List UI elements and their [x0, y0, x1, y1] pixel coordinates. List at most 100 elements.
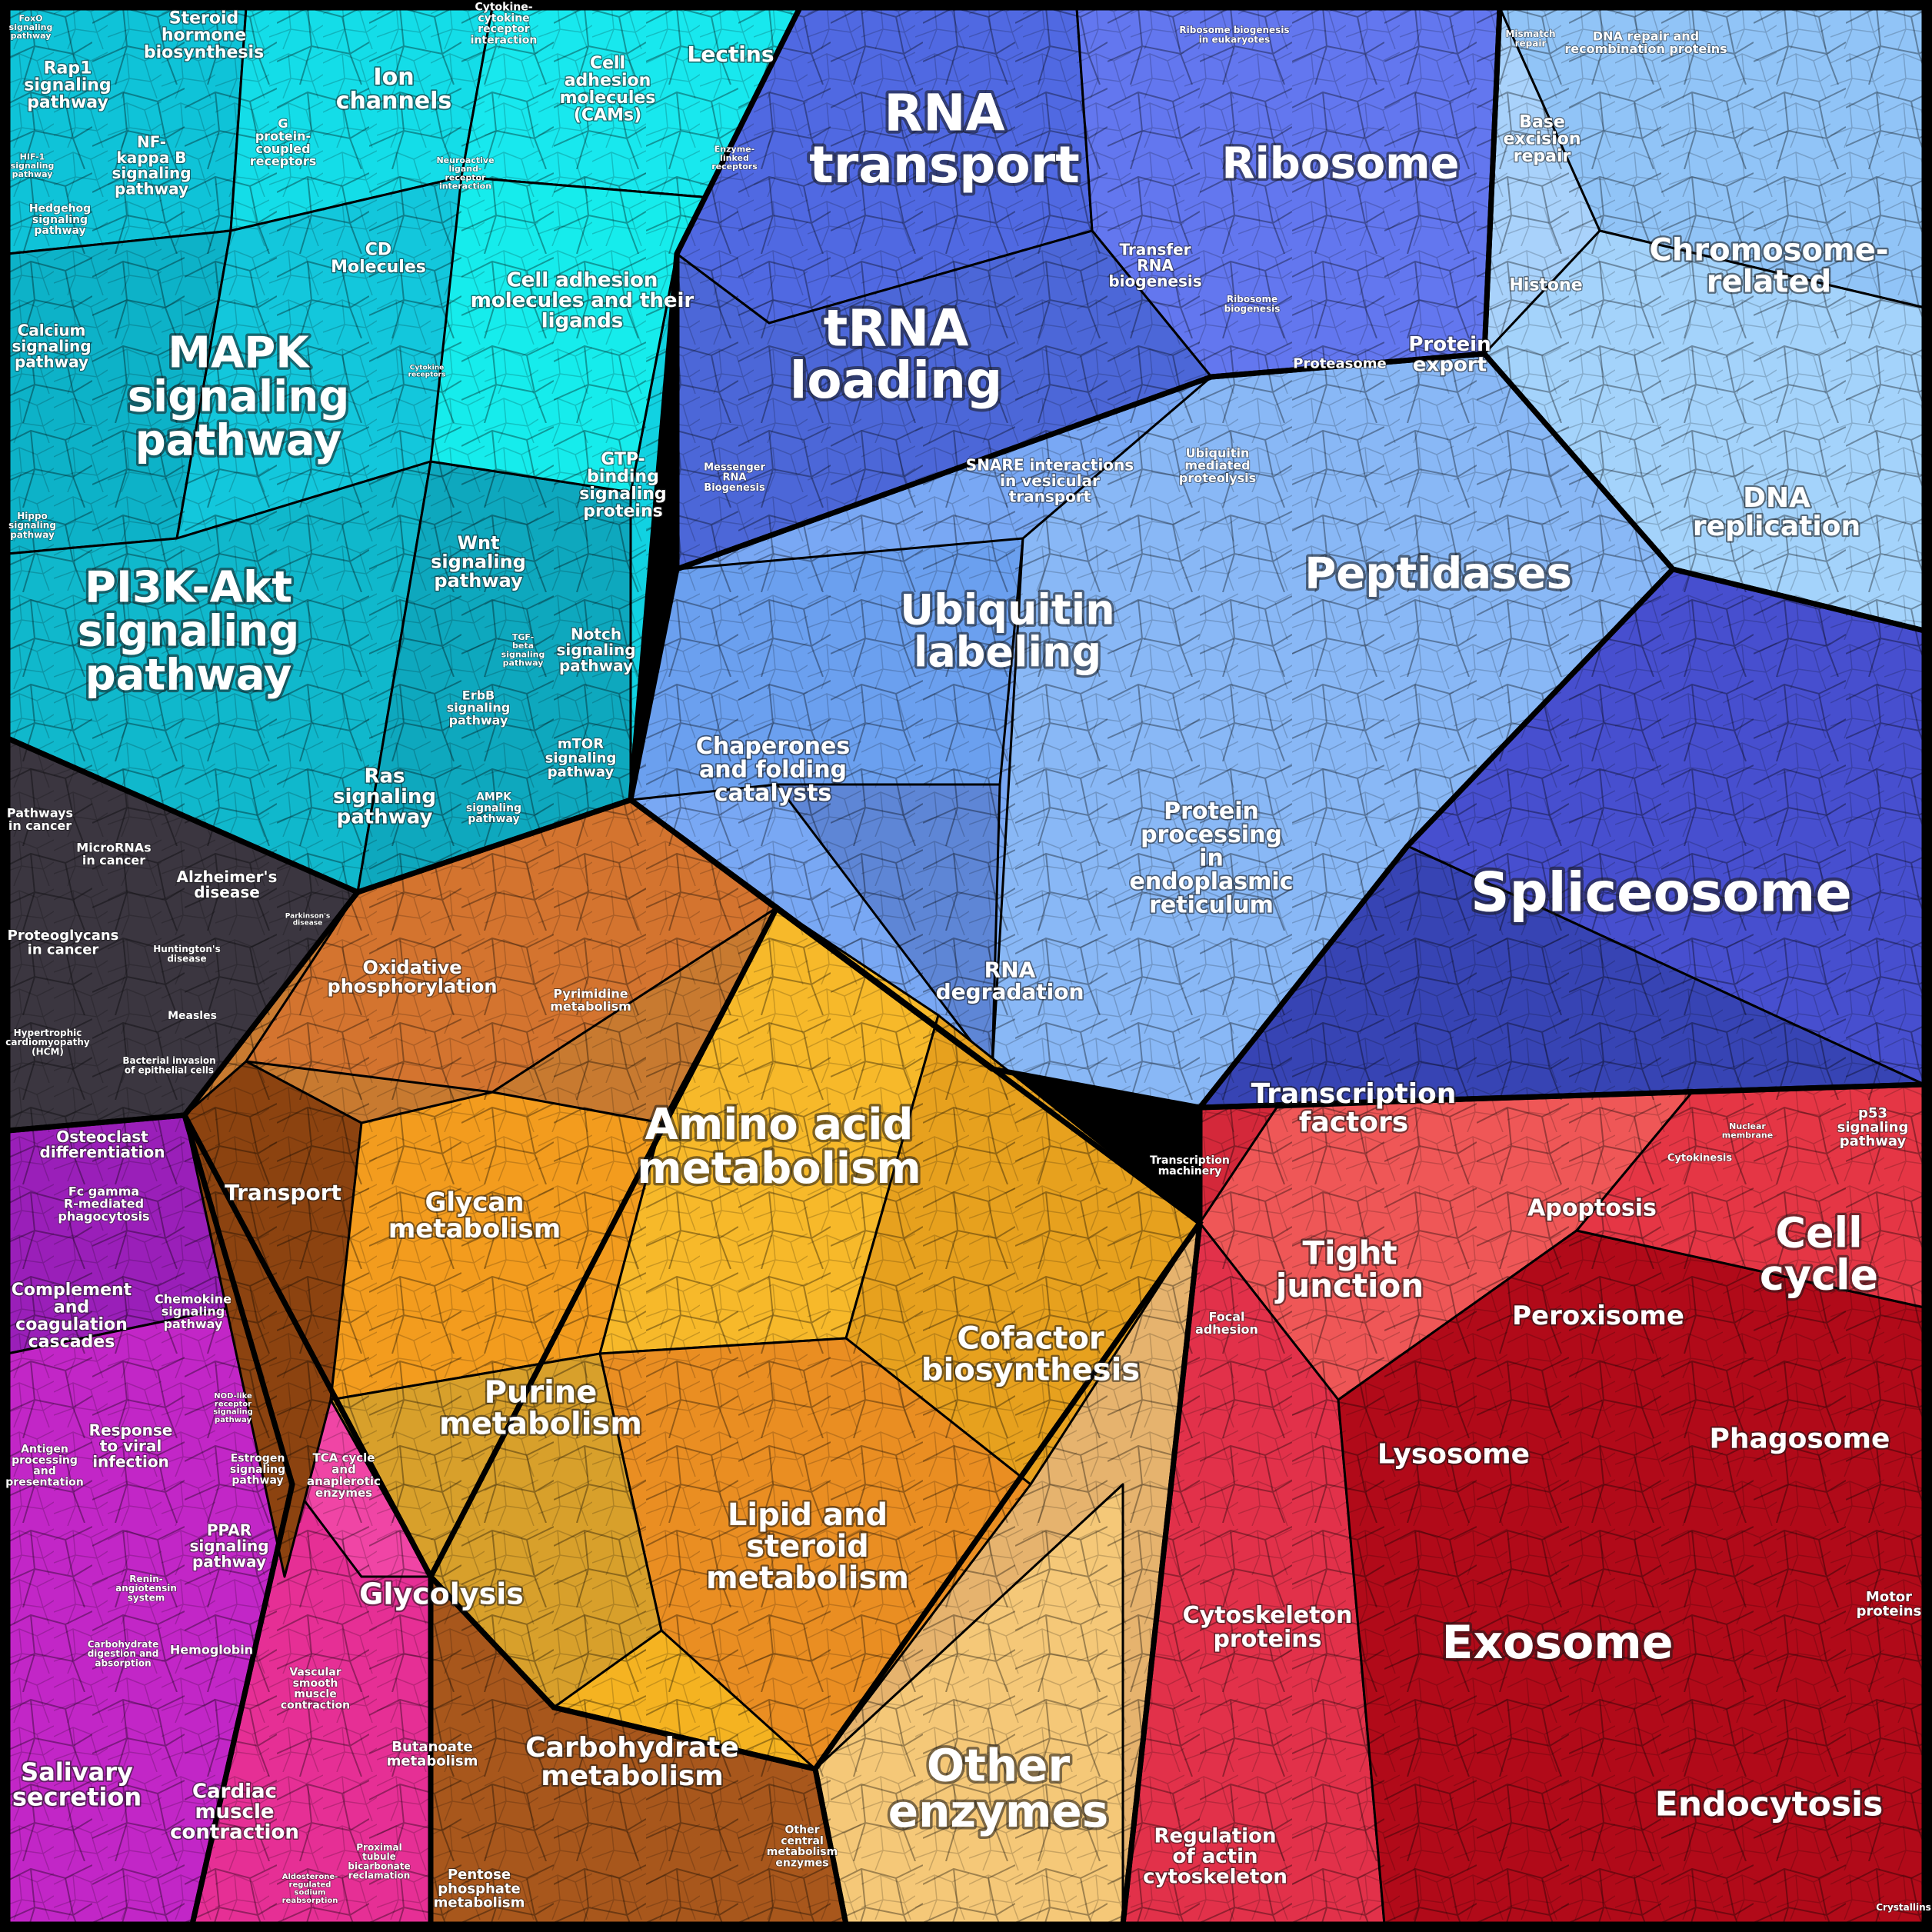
label-rap1: Rap1 signaling pathway [24, 58, 111, 112]
label-hemoglobin: Hemoglobin [170, 1643, 253, 1657]
label-transcription-factors: Transcription factors [1251, 1078, 1457, 1138]
label-transport: Transport [225, 1180, 341, 1205]
label-neuroactive: Neuroactive ligand-receptor interaction [436, 155, 494, 192]
label-cytoskeleton: Cytoskeleton proteins [1183, 1602, 1353, 1653]
label-other-central: Other central metabolism enzymes [767, 1824, 838, 1869]
label-trna-loading: tRNA loading [790, 298, 1003, 409]
label-ampk: AMPK signaling pathway [466, 791, 521, 826]
label-calcium: Calcium signaling pathway [12, 321, 91, 371]
label-huntington: Huntington's disease [153, 944, 220, 964]
label-nuclear-membrane: Nuclear membrane [1722, 1121, 1773, 1140]
label-salivary: Salivary secretion [12, 1757, 142, 1812]
label-regulation-actin: Regulation of actin cytoskeleton [1143, 1825, 1287, 1889]
label-crystallins: Crystallins [1876, 1902, 1931, 1913]
label-butanoate: Butanoate metabolism [387, 1739, 478, 1769]
label-pathways-cancer: Pathways in cancer [7, 805, 73, 832]
label-ribosome-biogenesis: Ribosome biogenesis in eukaryotes [1179, 25, 1289, 45]
label-chaperones: Chaperones and folding catalysts [696, 733, 850, 807]
label-spliceosome: Spliceosome [1471, 861, 1852, 924]
label-rna-transport: RNA transport [809, 83, 1080, 194]
label-hedgehog: Hedgehog signaling pathway [29, 203, 91, 238]
label-dna-replication: DNA replication [1693, 482, 1860, 542]
label-foxo: FoxO signaling pathway [9, 14, 53, 41]
label-parkinson: Parkinson's disease [285, 913, 330, 928]
label-ras: Ras signaling pathway [333, 765, 436, 829]
label-complement: Complement and coagulation cascades [12, 1281, 132, 1351]
label-lysosome: Lysosome [1377, 1439, 1530, 1471]
label-purine: Purine metabolism [439, 1375, 642, 1442]
label-erbb: ErbB signaling pathway [447, 688, 510, 728]
label-carbohydrate: Carbohydrate metabolism [525, 1732, 739, 1792]
label-cardiac: Cardiac muscle contraction [170, 1780, 299, 1844]
label-nod: NOD-like receptor signaling pathway [213, 1392, 253, 1424]
label-pentose: Pentose phosphate metabolism [434, 1867, 525, 1911]
label-alzheimer: Alzheimer's disease [177, 868, 278, 901]
label-gtp: GTP-binding signaling proteins [579, 450, 666, 521]
label-cytokine-receptors: Cytokine receptors [408, 365, 446, 379]
label-proteasome: Proteasome [1293, 355, 1386, 371]
label-tight-junction: Tight junction [1274, 1234, 1424, 1304]
label-fc-gamma: Fc gamma R-mediated phagocytosis [58, 1184, 149, 1224]
label-apoptosis: Apoptosis [1527, 1195, 1657, 1222]
label-renin: Renin-angiotensin system [115, 1574, 177, 1603]
label-ion-channels: Ion channels [336, 64, 452, 115]
label-steroid-hormone: Steroid hormone biosynthesis [144, 8, 264, 62]
label-ppar: PPAR signaling pathway [189, 1521, 268, 1571]
label-antigen: Antigen processing and presentation [5, 1443, 83, 1488]
label-aldosterone: Aldosterone-regulated sodium reabsorption [282, 1873, 338, 1905]
label-p53: p53 signaling pathway [1837, 1105, 1909, 1150]
label-cd-molecules: CD Molecules [331, 240, 426, 276]
label-lipid: Lipid and steroid metabolism [706, 1497, 909, 1596]
label-chemokine: Chemokine signaling pathway [155, 1291, 232, 1331]
label-trna-biogenesis: Transfer RNA biogenesis [1108, 241, 1201, 291]
label-mapk: MAPK signaling pathway [128, 328, 350, 465]
label-measles: Measles [168, 1010, 217, 1022]
label-tgf: TGF-beta signaling pathway [501, 632, 545, 668]
label-lectins: Lectins [687, 42, 774, 67]
region-border-energy [181, 797, 781, 1583]
label-ubiquitin: Ubiquitin labeling [900, 585, 1114, 676]
label-cofactor: Cofactor biosynthesis [921, 1321, 1140, 1388]
label-oxphos: Oxidative phosphorylation [328, 957, 498, 997]
region-border-carbohydrate [428, 1570, 850, 1927]
label-proteoglycans: Proteoglycans in cancer [8, 928, 119, 958]
label-glycolysis: Glycolysis [359, 1577, 524, 1611]
label-cytokinesis: Cytokinesis [1667, 1153, 1733, 1164]
label-rna-degradation: RNA degradation [936, 958, 1084, 1005]
label-ribosome-biogenesis2: Ribosome biogenesis [1224, 294, 1281, 314]
label-hcm: Hypertrophic cardiomyopathy (HCM) [5, 1028, 90, 1057]
label-carb-digestion: Carbohydrate digestion and absorption [88, 1639, 159, 1668]
label-mismatch: Mismatch repair [1505, 28, 1555, 48]
label-vascular: Vascular smooth muscle contraction [281, 1666, 350, 1711]
label-ubiq-proteolysis: Ubiquitin mediated proteolysis [1179, 445, 1256, 485]
label-peptidases: Peptidases [1304, 549, 1572, 599]
label-other-enzymes: Other enzymes [888, 1740, 1109, 1837]
label-endocytosis: Endocytosis [1655, 1784, 1884, 1824]
label-cell-adhesion-ligands: Cell adhesion molecules and their ligands [471, 269, 695, 333]
label-cytokine-receptor: Cytokine-cytokine receptor interaction [471, 1, 538, 46]
label-histone: Histone [1509, 276, 1582, 295]
label-chromosome: Chromosome-related [1650, 233, 1889, 300]
label-wnt: Wnt signaling pathway [431, 532, 526, 591]
label-pi3k: PI3K-Akt signaling pathway [78, 562, 300, 700]
label-motor: Motor proteins [1857, 1589, 1922, 1619]
label-micrornas: MicroRNAs in cancer [76, 840, 151, 867]
label-mtor: mTOR signaling pathway [545, 736, 617, 781]
label-bacterial: Bacterial invasion of epithelial cells [122, 1055, 215, 1075]
label-protein-export: Protein export [1408, 333, 1491, 377]
label-pyrimidine: Pyrimidine metabolism [550, 986, 631, 1013]
label-mrna-biogenesis: Messenger RNA Biogenesis [704, 461, 765, 494]
label-estrogen: Estrogen signaling pathway [230, 1453, 285, 1487]
label-peroxisome: Peroxisome [1512, 1301, 1684, 1331]
label-proximal: Proximal tubule bicarbonate reclamation [348, 1842, 410, 1881]
label-exosome: Exosome [1441, 1616, 1673, 1670]
label-hif1: HIF-1 signaling pathway [11, 152, 55, 179]
label-cams: Cell adhesion molecules (CAMs) [560, 54, 656, 125]
label-base-excision: Base excision repair [1503, 112, 1581, 166]
